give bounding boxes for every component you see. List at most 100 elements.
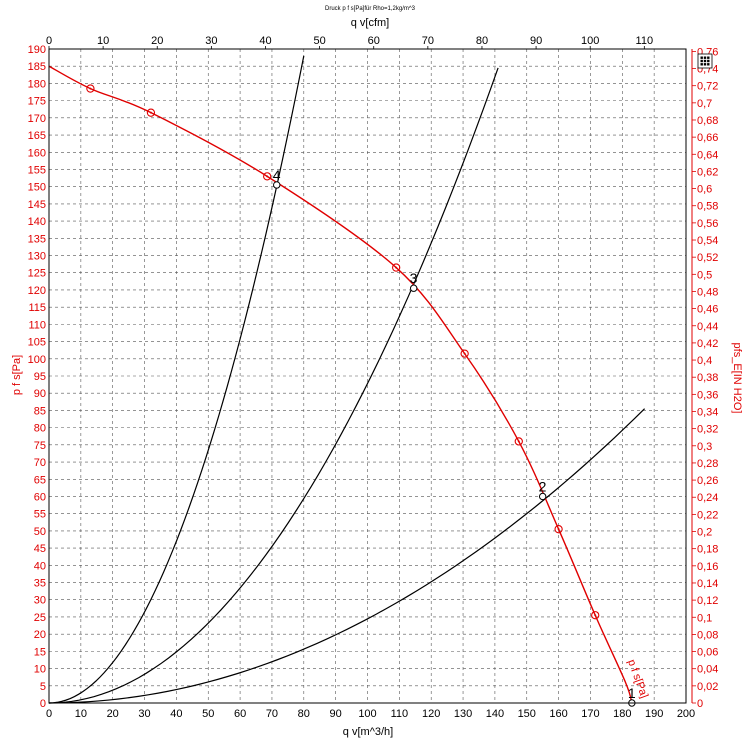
x2-tick-label: 80	[476, 35, 488, 47]
y2-tick-label: 0,04	[697, 664, 718, 676]
y-tick-label: 130	[28, 251, 46, 263]
y2-tick-label: 0,68	[697, 115, 718, 127]
y2-tick-label: 0,5	[697, 269, 712, 281]
fan-curve-marker	[591, 611, 600, 620]
system-curve	[48, 67, 499, 704]
y2-tick-label: 0,34	[697, 406, 718, 418]
x2-tick-label: 30	[205, 35, 217, 47]
y-tick-label: 15	[34, 646, 46, 658]
fan-curve-marker-dot	[594, 614, 597, 617]
y2-tick-label: 0,72	[697, 81, 718, 93]
y-tick-label: 140	[28, 216, 46, 228]
y2-tick-label: 0,56	[697, 218, 718, 230]
x-axis-label: q v[m^3/h]	[343, 726, 393, 738]
x2-axis-label: q v[cfm]	[351, 17, 390, 29]
y2-tick-label: 0,22	[697, 509, 718, 521]
fan-curve-marker-dot	[89, 87, 92, 90]
y2-tick-label: 0,3	[697, 441, 712, 453]
y-tick-label: 5	[40, 681, 46, 693]
y-tick-label: 90	[34, 388, 46, 400]
icon-cell	[707, 63, 710, 66]
x-tick-label: 0	[46, 708, 52, 720]
x2-tick-label: 20	[151, 35, 163, 47]
tick-labels: 0 10 20 30 40 50 60 70 80 90 100 110 120 130 140 150 160…	[28, 35, 719, 720]
y-tick-label: 105	[28, 337, 46, 349]
y2-tick-label: 0	[697, 698, 703, 710]
fan-curve-marker-dot	[395, 266, 398, 269]
icon-cell	[700, 59, 703, 63]
x-tick-label: 150	[518, 708, 536, 720]
x-tick-label: 200	[677, 708, 695, 720]
y2-tick-label: 0,08	[697, 629, 718, 641]
fan-curve-marker-dot	[463, 352, 466, 355]
y2-tick-label: 0,46	[697, 304, 718, 316]
x-tick-label: 10	[75, 708, 87, 720]
y-tick-label: 55	[34, 509, 46, 521]
y2-tick-label: 0,58	[697, 201, 718, 213]
x-tick-label: 80	[298, 708, 310, 720]
operating-point-label: 2	[539, 478, 547, 494]
x-tick-label: 190	[645, 708, 663, 720]
y2-tick-label: 0,6	[697, 184, 712, 196]
y2-tick-label: 0,7	[697, 98, 712, 110]
x-tick-label: 60	[234, 708, 246, 720]
y2-tick-label: 0,38	[697, 372, 718, 384]
grid	[49, 49, 686, 703]
fan-curve	[48, 65, 633, 704]
y-tick-label: 70	[34, 457, 46, 469]
y-tick-label: 85	[34, 405, 46, 417]
fan-curve-marker-dot	[149, 111, 152, 114]
y2-tick-label: 0,18	[697, 544, 718, 556]
y-tick-label: 40	[34, 560, 46, 572]
y2-tick-label: 0,4	[697, 355, 712, 367]
y2-tick-label: 0,06	[697, 647, 718, 659]
y2-tick-label: 0,64	[697, 149, 718, 161]
y-tick-label: 50	[34, 526, 46, 538]
y-tick-label: 35	[34, 578, 46, 590]
y-tick-label: 65	[34, 474, 46, 486]
y2-tick-label: 0,36	[697, 389, 718, 401]
x2-tick-label: 50	[313, 35, 325, 47]
y2-tick-label: 0,32	[697, 424, 718, 436]
y2-tick-label: 0,66	[697, 132, 718, 144]
y-tick-label: 75	[34, 440, 46, 452]
y2-tick-label: 0,02	[697, 681, 718, 693]
y-tick-label: 175	[28, 96, 46, 108]
x2-tick-label: 0	[46, 35, 52, 47]
y-tick-label: 45	[34, 543, 46, 555]
x2-tick-label: 100	[581, 35, 599, 47]
x-tick-label: 40	[170, 708, 182, 720]
x-tick-label: 30	[138, 708, 150, 720]
y2-tick-label: 0,42	[697, 338, 718, 350]
grid-table-icon[interactable]	[697, 53, 713, 69]
y-tick-label: 80	[34, 423, 46, 435]
y2-tick-label: 0,54	[697, 235, 718, 247]
x-tick-label: 180	[613, 708, 631, 720]
icon-cell	[707, 56, 710, 59]
plot-frame	[48, 48, 687, 704]
operating-point-marker	[273, 181, 281, 189]
fan-curve-marker-dot	[517, 440, 520, 443]
fan-curve-marker-dot	[557, 528, 560, 531]
icon-cell	[707, 59, 710, 63]
y-tick-label: 0	[40, 698, 46, 710]
y2-tick-label: 0,26	[697, 475, 718, 487]
y2-tick-label: 0,14	[697, 578, 718, 590]
y2-tick-label: 0,52	[697, 252, 718, 264]
y2-tick-label: 0,24	[697, 492, 718, 504]
y2-tick-label: 0,12	[697, 595, 718, 607]
fan-curve-marker	[460, 349, 469, 358]
y2-tick-label: 0,48	[697, 286, 718, 298]
x-tick-label: 130	[454, 708, 472, 720]
y-tick-label: 95	[34, 371, 46, 383]
icon-cell	[703, 56, 707, 59]
y-tick-label: 155	[28, 164, 46, 176]
y-tick-label: 145	[28, 199, 46, 211]
x-tick-label: 100	[358, 708, 376, 720]
fan-curve-marker	[554, 525, 563, 534]
x-tick-label: 90	[330, 708, 342, 720]
x2-tick-label: 40	[259, 35, 271, 47]
fan-curve-marker	[263, 172, 272, 181]
x2-tick-label: 10	[97, 35, 109, 47]
